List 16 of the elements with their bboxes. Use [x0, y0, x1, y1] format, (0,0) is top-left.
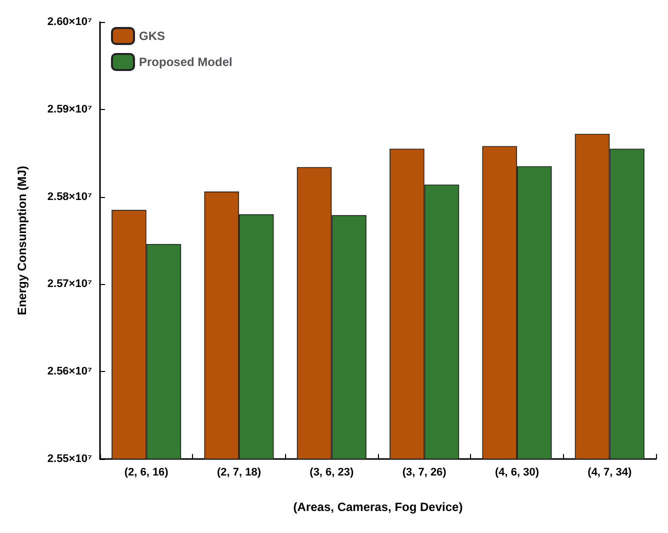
- x-axis-title: (Areas, Cameras, Fog Device): [293, 500, 463, 514]
- x-tick-label: (4, 7, 34): [588, 466, 632, 478]
- y-tick-label: 2.60×10⁷: [47, 16, 92, 28]
- x-tick-label: (3, 6, 23): [310, 466, 354, 478]
- x-tick-label: (3, 7, 26): [402, 466, 447, 478]
- y-tick-label: 2.58×10⁷: [47, 190, 92, 203]
- y-axis-title: Energy Consumption (MJ): [15, 166, 29, 316]
- y-tick-label: 2.57×10⁷: [47, 278, 92, 290]
- y-tick-label: 2.55×10⁷: [47, 453, 92, 465]
- legend-label: GKS: [139, 29, 166, 43]
- y-tick-label: 2.56×10⁷: [47, 366, 92, 378]
- legend-label: Proposed Model: [139, 55, 232, 69]
- x-tick-label: (4, 6, 30): [494, 466, 540, 478]
- x-tick-label: (2, 7, 18): [216, 466, 262, 478]
- y-tick-label: 2.59×10⁷: [47, 103, 92, 116]
- x-tick-label: (2, 6, 16): [124, 466, 169, 478]
